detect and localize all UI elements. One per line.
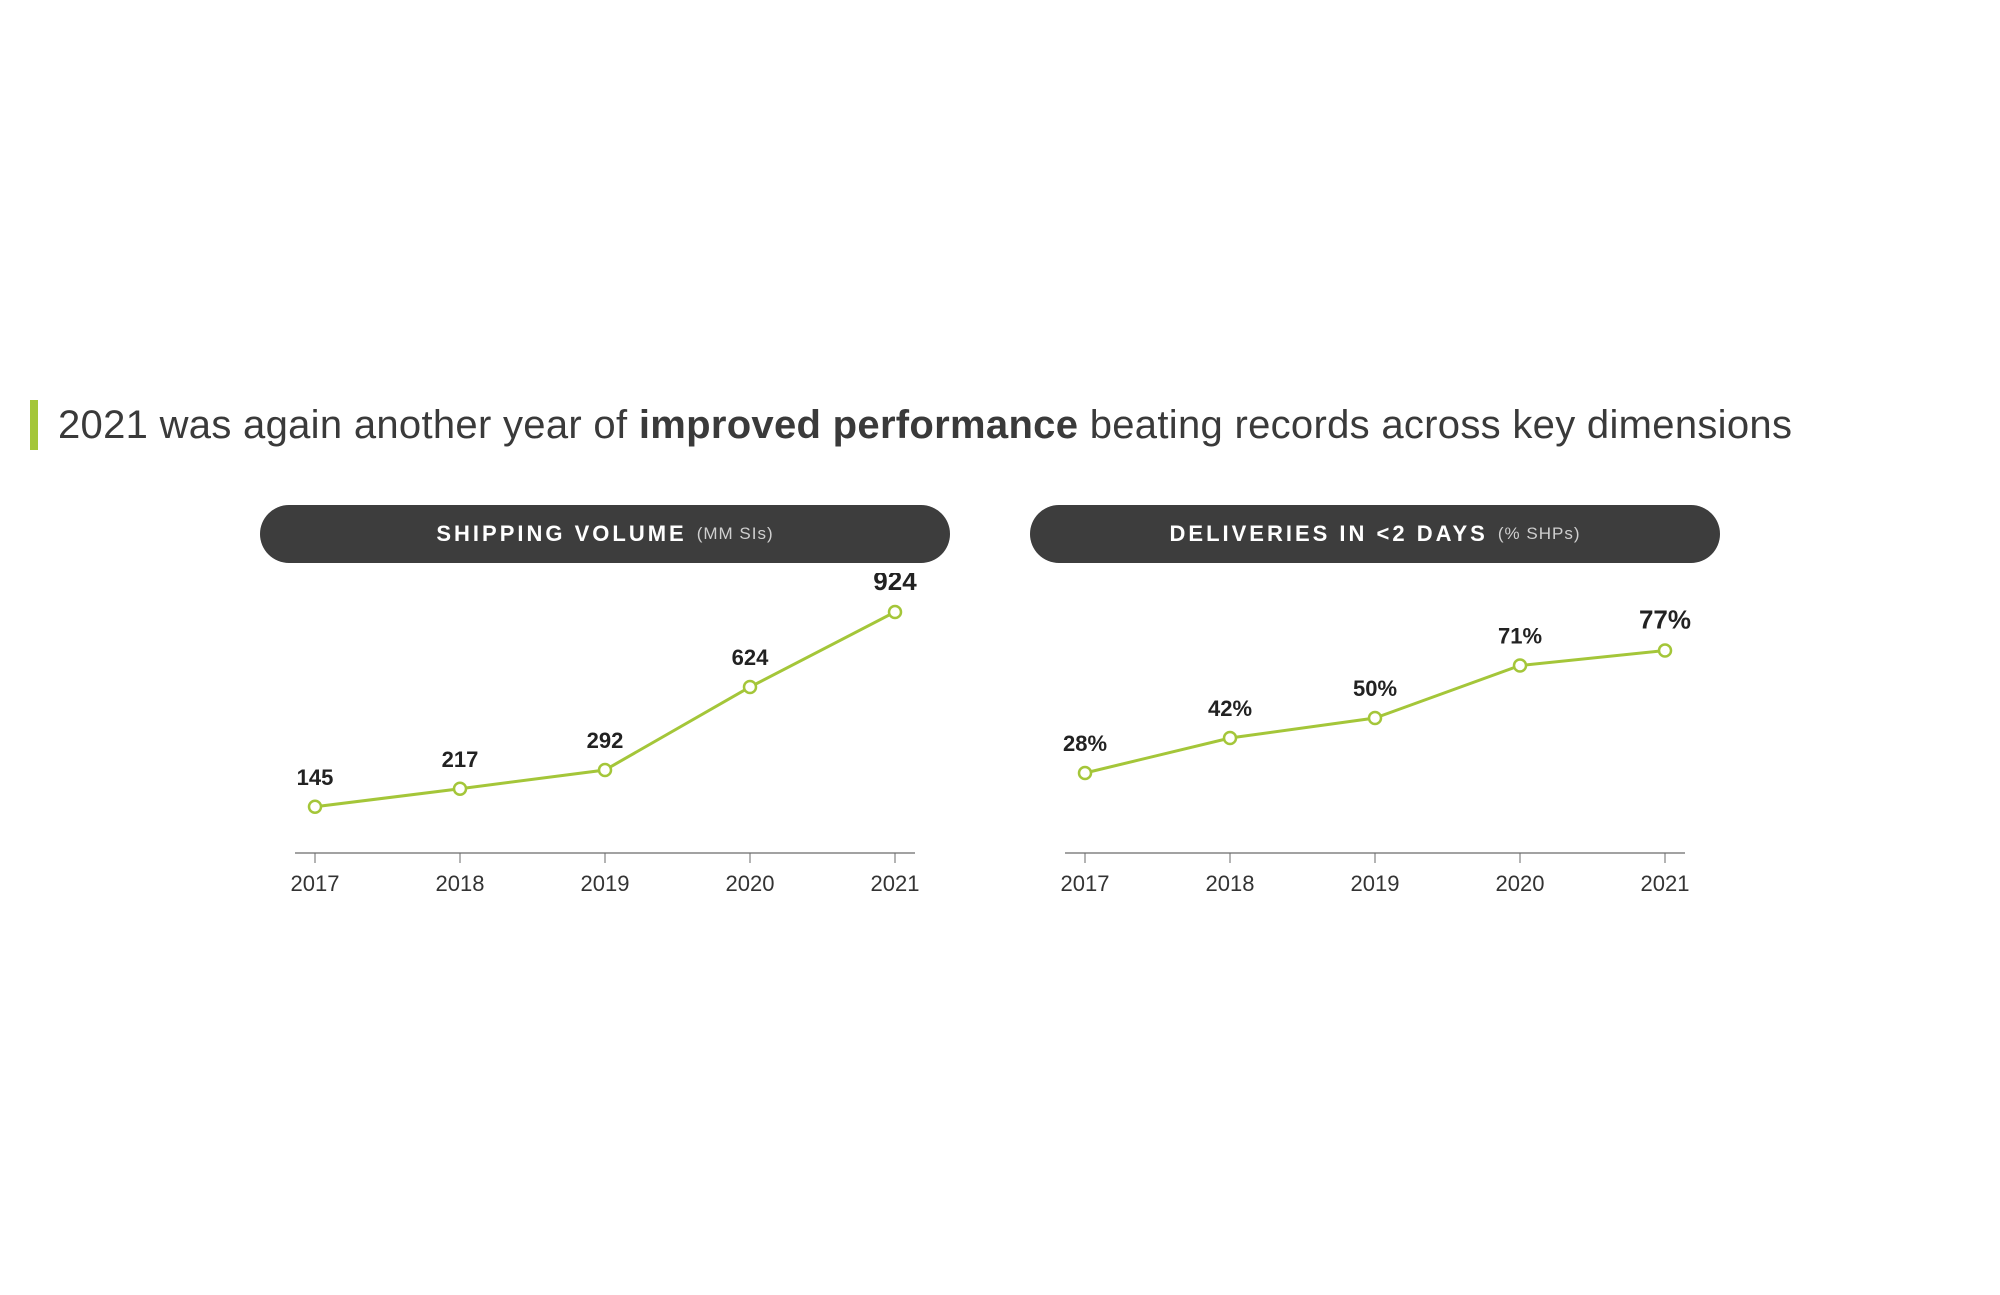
data-point-marker [309, 801, 321, 813]
x-axis-label: 2018 [436, 871, 485, 896]
data-point-marker [599, 764, 611, 776]
heading-accent-bar [30, 400, 38, 450]
chart-deliveries-2days: DELIVERIES IN <2 DAYS (% SHPs) 201720182… [1030, 505, 1720, 923]
heading-bold: improved performance [639, 403, 1078, 447]
data-point-marker [1369, 712, 1381, 724]
heading-row: 2021 was again another year of improved … [30, 400, 1980, 450]
page-title: 2021 was again another year of improved … [58, 403, 1792, 448]
x-axis-label: 2017 [1061, 871, 1110, 896]
data-point-label: 145 [297, 765, 334, 790]
heading-suffix: beating records across key dimensions [1090, 403, 1793, 447]
chart1-title-main: SHIPPING VOLUME [436, 521, 686, 547]
x-axis-label: 2020 [1496, 871, 1545, 896]
x-axis-label: 2021 [1641, 871, 1690, 896]
slide: 2021 was again another year of improved … [0, 0, 2000, 1295]
data-point-label: 42% [1208, 696, 1252, 721]
data-point-marker [1514, 660, 1526, 672]
data-point-label: 624 [732, 645, 769, 670]
series-line [315, 612, 895, 807]
chart2-title-pill: DELIVERIES IN <2 DAYS (% SHPs) [1030, 505, 1720, 563]
data-point-marker [1079, 767, 1091, 779]
x-axis-label: 2020 [726, 871, 775, 896]
chart2-svg: 2017 2018 2019 2020 2021 28% 42% 50% 71% 77% [1030, 573, 1720, 923]
chart1-svg: 2017 2018 2019 2020 2021 145 217 292 624 924 [260, 573, 950, 923]
data-point-label: 924 [873, 573, 917, 596]
x-axis-label: 2017 [291, 871, 340, 896]
charts-row: SHIPPING VOLUME (MM SIs) 2017 2018 2019 202… [260, 505, 1720, 923]
chart2-title-sub: (% SHPs) [1498, 524, 1581, 544]
chart2-title-main: DELIVERIES IN <2 DAYS [1170, 521, 1488, 547]
chart1-title-sub: (MM SIs) [697, 524, 774, 544]
data-point-marker [1224, 732, 1236, 744]
x-axis-label: 2018 [1206, 871, 1255, 896]
chart-shipping-volume: SHIPPING VOLUME (MM SIs) 2017 2018 2019 202… [260, 505, 950, 923]
x-axis-label: 2021 [871, 871, 920, 896]
data-point-label: 292 [587, 728, 624, 753]
chart1-title-pill: SHIPPING VOLUME (MM SIs) [260, 505, 950, 563]
data-point-marker [889, 606, 901, 618]
data-point-label: 217 [442, 747, 479, 772]
data-point-marker [1659, 645, 1671, 657]
data-point-label: 28% [1063, 731, 1107, 756]
data-point-label: 71% [1498, 624, 1542, 649]
x-axis-label: 2019 [1351, 871, 1400, 896]
heading-prefix: 2021 was again another year of [58, 403, 627, 447]
data-point-marker [744, 681, 756, 693]
x-axis-label: 2019 [581, 871, 630, 896]
data-point-label: 50% [1353, 676, 1397, 701]
data-point-marker [454, 783, 466, 795]
data-point-label: 77% [1639, 605, 1691, 635]
